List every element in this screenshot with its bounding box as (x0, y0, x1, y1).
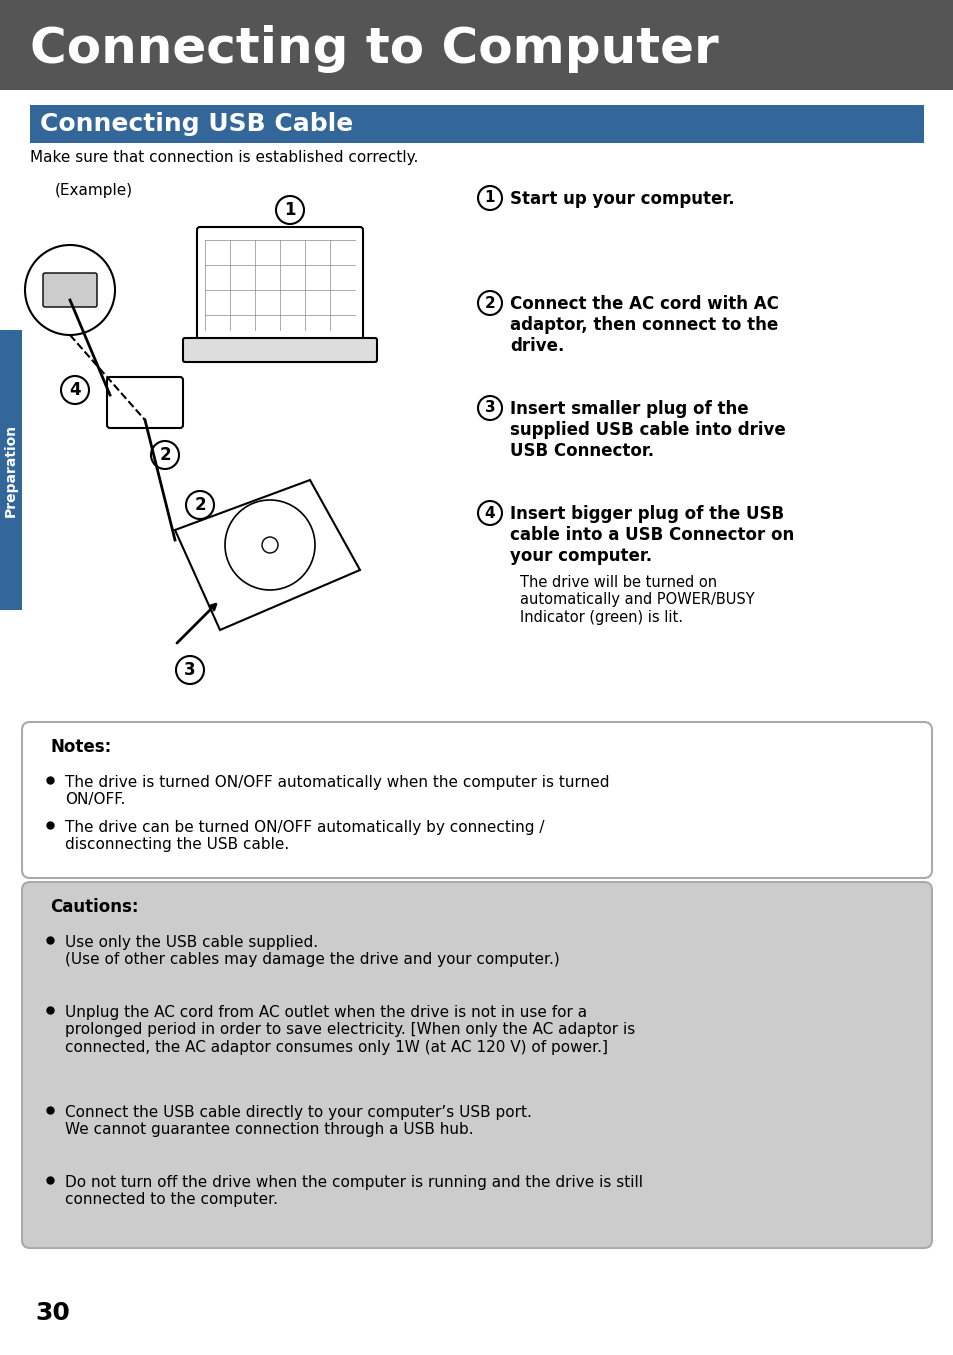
Text: 1: 1 (284, 201, 295, 220)
Text: 1: 1 (484, 191, 495, 206)
Text: The drive is turned ON/OFF automatically when the computer is turned
ON/OFF.: The drive is turned ON/OFF automatically… (65, 775, 609, 808)
Text: 3: 3 (484, 401, 495, 416)
Text: (Example): (Example) (55, 183, 133, 198)
Circle shape (151, 440, 179, 469)
Text: Notes:: Notes: (50, 738, 112, 756)
Text: 4: 4 (70, 381, 81, 398)
Text: Connect the AC cord with AC
adaptor, then connect to the
drive.: Connect the AC cord with AC adaptor, the… (510, 295, 778, 355)
Text: Connecting to Computer: Connecting to Computer (30, 24, 718, 73)
Text: Do not turn off the drive when the computer is running and the drive is still
co: Do not turn off the drive when the compu… (65, 1175, 642, 1207)
FancyBboxPatch shape (0, 0, 953, 89)
Text: 2: 2 (194, 496, 206, 514)
Text: 2: 2 (484, 295, 495, 310)
Circle shape (61, 375, 89, 404)
Text: 4: 4 (484, 505, 495, 520)
FancyBboxPatch shape (43, 272, 97, 308)
Circle shape (477, 291, 501, 314)
FancyBboxPatch shape (107, 377, 183, 428)
Text: 2: 2 (159, 446, 171, 463)
FancyBboxPatch shape (30, 104, 923, 144)
Circle shape (477, 396, 501, 420)
Text: Insert bigger plug of the USB
cable into a USB Connector on
your computer.: Insert bigger plug of the USB cable into… (510, 505, 794, 565)
Polygon shape (174, 480, 359, 630)
Circle shape (477, 186, 501, 210)
Circle shape (186, 491, 213, 519)
Text: Connecting USB Cable: Connecting USB Cable (40, 112, 353, 136)
Circle shape (262, 537, 277, 553)
Circle shape (25, 245, 115, 335)
Circle shape (225, 500, 314, 589)
Text: 3: 3 (184, 661, 195, 679)
Text: Unplug the AC cord from AC outlet when the drive is not in use for a
prolonged p: Unplug the AC cord from AC outlet when t… (65, 1005, 635, 1054)
Text: Cautions:: Cautions: (50, 898, 138, 916)
Circle shape (175, 656, 204, 684)
FancyBboxPatch shape (22, 722, 931, 878)
FancyBboxPatch shape (22, 882, 931, 1248)
FancyBboxPatch shape (183, 337, 376, 362)
Circle shape (477, 501, 501, 524)
FancyBboxPatch shape (0, 331, 22, 610)
Text: Insert smaller plug of the
supplied USB cable into drive
USB Connector.: Insert smaller plug of the supplied USB … (510, 400, 785, 459)
Text: Connect the USB cable directly to your computer’s USB port.
We cannot guarantee : Connect the USB cable directly to your c… (65, 1104, 532, 1137)
Text: Make sure that connection is established correctly.: Make sure that connection is established… (30, 150, 418, 165)
Text: 30: 30 (35, 1301, 70, 1325)
Text: Use only the USB cable supplied.
(Use of other cables may damage the drive and y: Use only the USB cable supplied. (Use of… (65, 935, 559, 967)
Text: Preparation: Preparation (4, 423, 18, 516)
Circle shape (275, 196, 304, 224)
FancyBboxPatch shape (196, 228, 363, 343)
Text: Start up your computer.: Start up your computer. (510, 190, 734, 209)
Text: The drive can be turned ON/OFF automatically by connecting /
disconnecting the U: The drive can be turned ON/OFF automatic… (65, 820, 544, 852)
Text: The drive will be turned on
automatically and POWER/BUSY
Indicator (green) is li: The drive will be turned on automaticall… (519, 575, 754, 625)
